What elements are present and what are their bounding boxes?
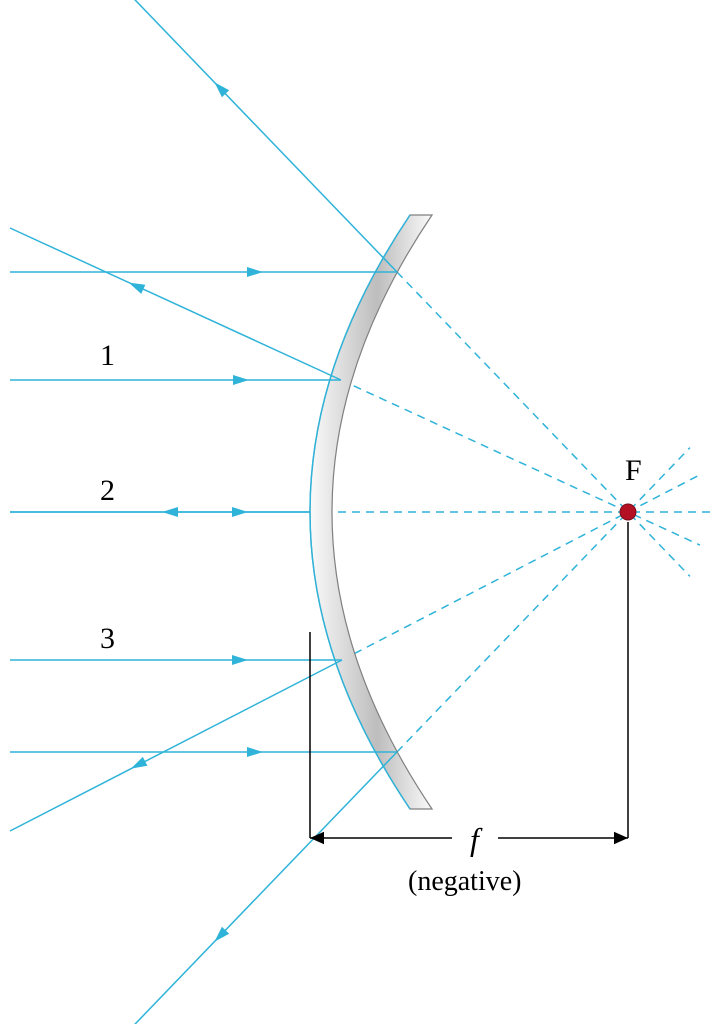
reflected-ray-0 <box>10 0 397 272</box>
label-negative: (negative) <box>408 866 522 897</box>
dim-arrow-left <box>310 832 324 845</box>
reflected-ray-4 <box>10 752 397 1024</box>
reflected-ray-1 <box>10 228 341 380</box>
reflected-ray-3 <box>10 660 342 831</box>
focal-point <box>620 504 636 520</box>
label-ray3: 3 <box>100 622 115 655</box>
label-ray2: 2 <box>100 474 115 507</box>
dim-arrow-right <box>614 832 628 845</box>
label-ray1: 1 <box>100 339 115 372</box>
label-F: F <box>625 454 642 487</box>
label-f_symbol: f <box>470 821 483 857</box>
